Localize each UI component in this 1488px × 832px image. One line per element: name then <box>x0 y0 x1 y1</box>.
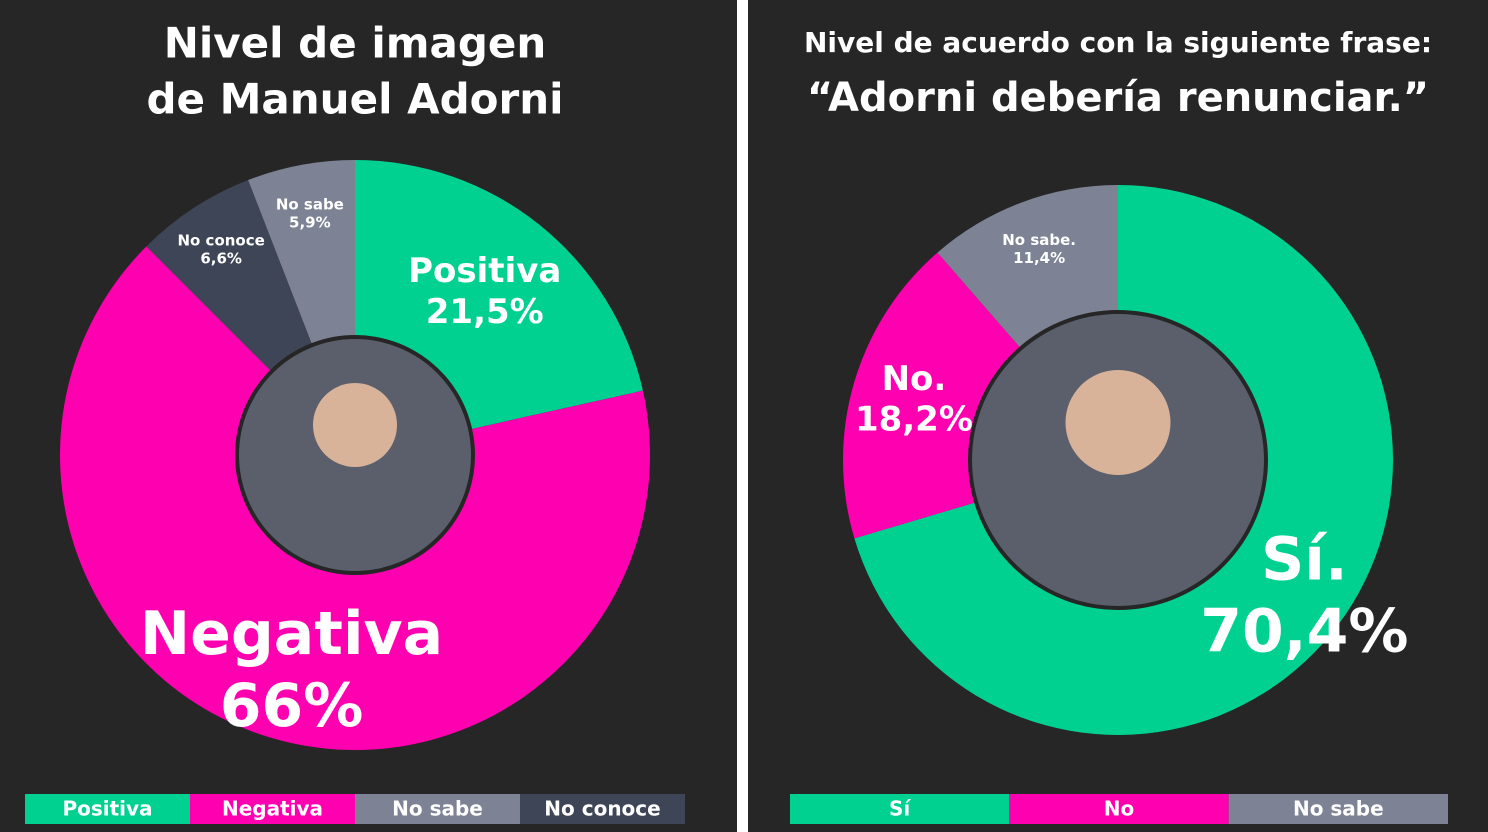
legend-swatch <box>25 794 190 824</box>
photo-face <box>313 383 397 467</box>
slice-label: No sabe <box>276 196 344 214</box>
slice-value: 21,5% <box>426 292 544 332</box>
slice-value: 11,4% <box>1013 249 1065 267</box>
chart-subtitle: “Adorni debería renunciar.” <box>807 75 1429 121</box>
legend-label: Sí <box>889 797 911 821</box>
legend-swatch <box>355 794 520 824</box>
legend-swatch <box>520 794 685 824</box>
wedge <box>59 246 651 751</box>
slice-value: 6,6% <box>200 249 242 267</box>
wedge <box>843 252 1020 539</box>
legend-label: No sabe <box>1293 797 1384 821</box>
slice-value: 5,9% <box>289 214 331 232</box>
legend-swatch <box>790 794 1010 824</box>
slice-value: 18,2% <box>855 400 973 440</box>
legend-swatch <box>1228 794 1448 824</box>
slice-label: Negativa <box>140 599 443 669</box>
legend-swatch <box>190 794 355 824</box>
legend-label: Positiva <box>62 797 152 821</box>
wedge <box>146 180 312 371</box>
slice-label: No. <box>882 359 947 399</box>
slice-label: Sí. <box>1261 525 1348 595</box>
chart-title: de Manuel Adorni <box>146 75 563 124</box>
chart-title: Nivel de acuerdo con la siguiente frase: <box>804 26 1432 59</box>
slice-value: 66% <box>220 671 364 741</box>
slice-label: Positiva <box>408 251 561 291</box>
wedge <box>355 160 643 429</box>
legend-swatch <box>1009 794 1229 824</box>
slice-label: No sabe. <box>1002 231 1076 249</box>
legend-label: No <box>1104 797 1134 821</box>
slice-label: No conoce <box>177 231 264 249</box>
wedge <box>854 185 1393 735</box>
photo-face <box>1065 370 1171 475</box>
wedge <box>248 160 355 344</box>
legend-label: Negativa <box>222 797 323 821</box>
legend-label: No conoce <box>544 797 660 821</box>
legend-label: No sabe <box>392 797 483 821</box>
wedge <box>937 185 1118 347</box>
chart-title: Nivel de imagen <box>164 19 547 68</box>
slice-value: 70,4% <box>1200 597 1408 667</box>
